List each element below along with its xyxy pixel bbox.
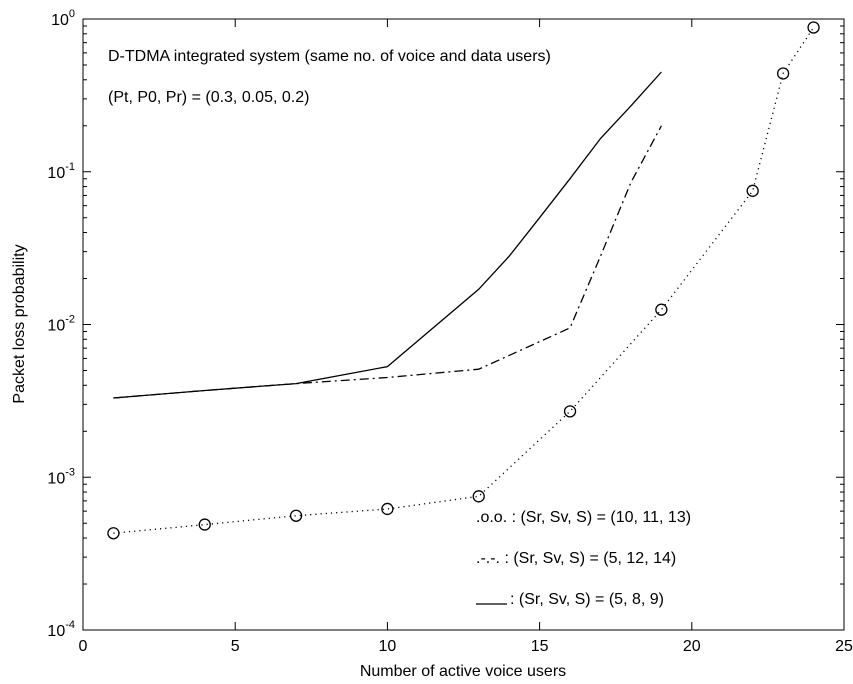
x-tick-label: 0 — [79, 638, 88, 655]
legend-entry-dashdot: .-.-. : (Sr, Sv, S) = (5, 12, 14) — [476, 550, 676, 567]
data-point-marker — [289, 509, 303, 522]
x-tick-label: 5 — [231, 638, 240, 655]
y-axis-label: Packet loss probability — [11, 244, 28, 403]
x-tick-label: 20 — [683, 638, 701, 655]
y-tick-label: 10-1 — [47, 161, 75, 182]
x-tick-label: 10 — [379, 638, 397, 655]
y-tick-label: 10-2 — [47, 314, 75, 335]
data-point-marker — [563, 405, 577, 418]
data-point-marker — [107, 527, 120, 540]
y-tick-label: 100 — [51, 8, 75, 29]
axis-ticks: 0 5 10 15 20 25 10-4 10-3 10-2 10-1 100 — [47, 8, 853, 655]
data-point-marker — [381, 502, 394, 516]
x-axis-label: Number of active voice users — [360, 663, 566, 680]
x-tick-label: 25 — [835, 638, 853, 655]
data-point-marker — [198, 518, 211, 531]
series-layer — [107, 21, 820, 540]
y-tick-label: 10-3 — [47, 466, 75, 487]
legend: .o.o. : (Sr, Sv, S) = (10, 11, 13) .-.-.… — [476, 509, 691, 608]
data-point-marker — [472, 490, 485, 503]
plot-area — [82, 18, 845, 631]
chart-annotation-title: D-TDMA integrated system (same no. of vo… — [108, 48, 551, 65]
data-point-marker — [746, 184, 759, 197]
x-tick-label: 15 — [531, 638, 549, 655]
data-point-marker — [776, 67, 790, 80]
data-point-marker — [655, 303, 668, 316]
legend-entry-circles: .o.o. : (Sr, Sv, S) = (10, 11, 13) — [476, 509, 691, 526]
data-point-marker — [807, 21, 820, 34]
chart-annotation-params: (Pt, P0, Pr) = (0.3, 0.05, 0.2) — [108, 89, 309, 106]
y-tick-label: 10-4 — [47, 619, 75, 640]
series-line-2 — [113, 71, 662, 399]
legend-entry-solid: : (Sr, Sv, S) = (5, 8, 9) — [510, 591, 664, 608]
